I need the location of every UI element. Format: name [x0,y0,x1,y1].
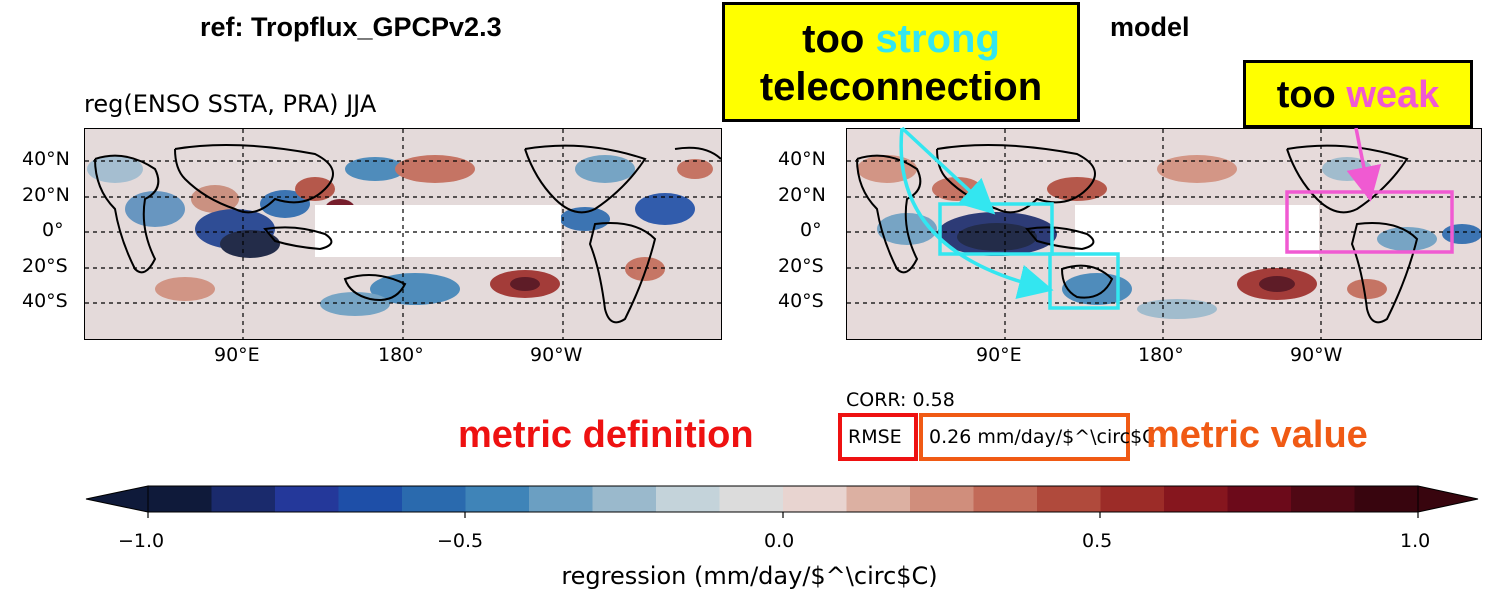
model-lon-tick-90w: 90°W [1290,344,1343,366]
model-lon-tick-180: 180° [1138,344,1184,366]
rmse-label: RMSE [848,426,902,448]
strong-arrow-2 [899,127,1054,299]
colorbar-segment [465,486,530,512]
colorbar-segment [656,486,720,512]
colorbar-segment [592,486,657,512]
rmse-value: 0.26 mm/day/$^\circ$C [929,426,1156,448]
rmse-label-box: RMSE [838,413,918,461]
plot-subtitle: reg(ENSO SSTA, PRA) JJA [84,90,377,118]
ref-lon-tick-90w: 90°W [530,344,583,366]
strong-arrow-1 [900,126,996,215]
colorbar-tick-0: 0.0 [764,530,795,552]
ref-lat-tick-0: 0° [42,219,64,241]
colorbar-tick-neg05: −0.5 [437,530,484,552]
colorbar-segment [1037,486,1101,512]
colorbar-tick-1: 1.0 [1400,530,1431,552]
colorbar-segment [1354,486,1419,512]
colorbar-segment [148,486,212,512]
ref-lat-tick-20s: 20°S [22,255,68,277]
too-weak-callout-word: weak [1346,74,1440,116]
strong-region-box-1 [938,202,1054,256]
colorbar-label: regression (mm/day/$^\circ$C) [561,562,938,590]
too-strong-callout-prefix: too [802,17,876,61]
colorbar-segment [1164,486,1228,512]
colorbar-segment [529,486,593,512]
ref-map-canvas [85,129,721,339]
ref-lon-tick-90e: 90°E [214,344,260,366]
model-lat-tick-40n: 40°N [778,148,826,170]
colorbar-segment [846,486,911,512]
metric-definition-label: metric definition [458,414,754,456]
colorbar-segment [1227,486,1292,512]
model-lat-tick-0: 0° [800,219,822,241]
colorbar-segment [402,486,466,512]
too-weak-callout-prefix: too [1276,74,1347,116]
ref-panel-title: ref: Tropflux_GPCPv2.3 [200,12,502,42]
colorbar-segment [211,486,276,512]
colorbar-segment [275,486,339,512]
model-lat-tick-20n: 20°N [778,184,826,206]
weak-arrow [1346,127,1382,202]
too-weak-callout: too weak [1243,60,1473,128]
colorbar-segment [1291,486,1355,512]
ref-lon-tick-180: 180° [378,344,424,366]
ref-map [84,128,722,340]
colorbar-segment [783,486,847,512]
model-lon-tick-90e: 90°E [976,344,1022,366]
ref-lat-tick-40s: 40°S [22,290,68,312]
model-lat-tick-40s: 40°S [778,290,824,312]
colorbar-low-extend [86,486,148,512]
colorbar-high-extend [1418,486,1478,512]
colorbar-segment [973,486,1038,512]
colorbar-tick-neg1: −1.0 [118,530,165,552]
too-strong-callout-line2: teleconnection [759,65,1043,109]
corr-value: CORR: 0.58 [846,389,955,411]
colorbar-segment [1100,486,1165,512]
model-panel-title: model [1110,12,1190,42]
metric-value-label: metric value [1146,414,1368,456]
ref-lat-tick-20n: 20°N [22,184,70,206]
too-strong-callout-word: strong [875,17,1000,61]
colorbar-segment [338,486,403,512]
colorbar-tick-05: 0.5 [1082,530,1113,552]
rmse-value-box: 0.26 mm/day/$^\circ$C [919,413,1155,461]
ref-lat-tick-40n: 40°N [22,148,70,170]
model-lat-tick-20s: 20°S [778,255,824,277]
colorbar-segment [719,486,784,512]
model-map [846,128,1482,340]
colorbar-segments [148,486,1419,512]
too-strong-callout: too strong teleconnection [722,2,1080,122]
colorbar-segment [910,486,974,512]
